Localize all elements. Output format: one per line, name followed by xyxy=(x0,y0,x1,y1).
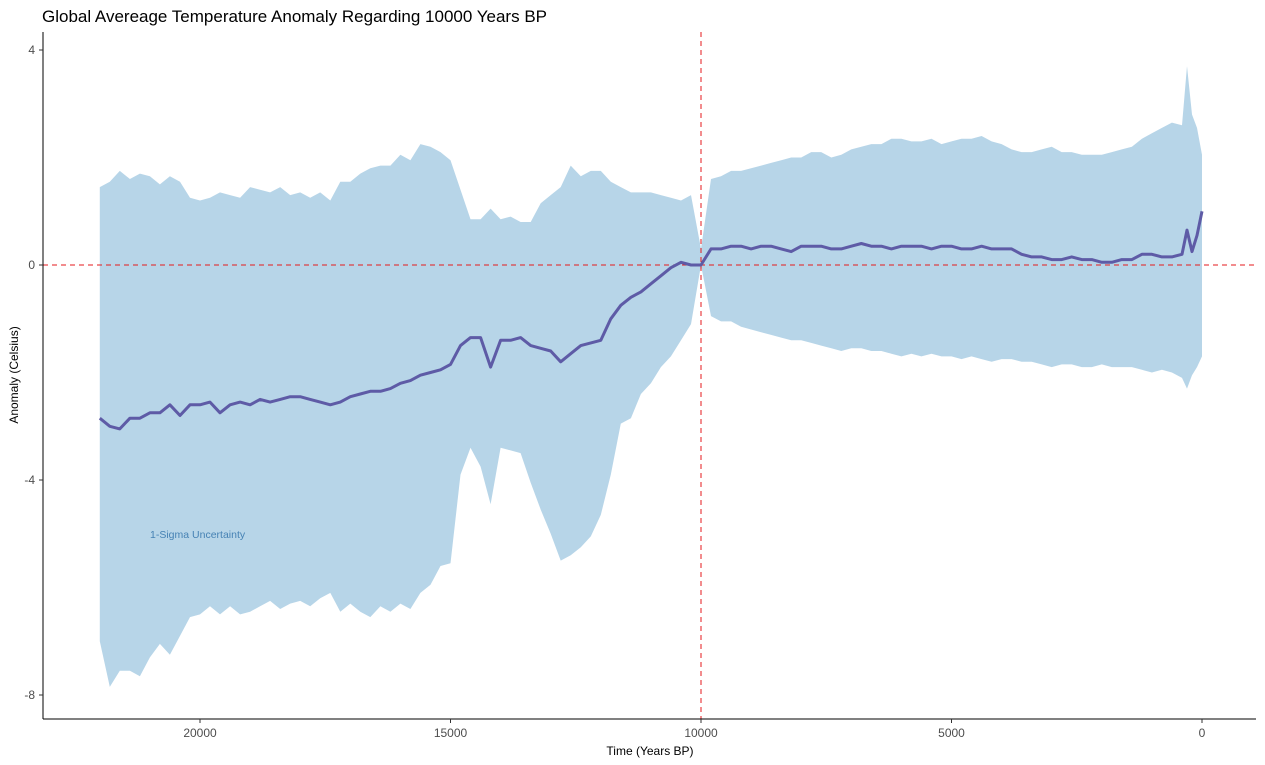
y-axis-label: Anomaly (Celsius) xyxy=(7,326,21,423)
plot-area: 1-Sigma Uncertainty xyxy=(43,32,1256,719)
anomaly-series-line xyxy=(98,210,1204,431)
uncertainty-band xyxy=(99,66,1202,687)
y-tick-label: -4 xyxy=(24,473,35,487)
x-axis-ticks: 20000 15000 10000 5000 0 xyxy=(183,719,1206,740)
y-axis-ticks: -8 -4 0 4 xyxy=(24,43,43,702)
y-tick-label: 0 xyxy=(28,258,35,272)
y-tick-label: 4 xyxy=(28,43,35,57)
band-label: 1-Sigma Uncertainty xyxy=(150,529,246,541)
x-tick-label: 10000 xyxy=(684,726,718,740)
x-tick-label: 15000 xyxy=(434,726,468,740)
x-tick-label: 5000 xyxy=(938,726,965,740)
x-axis-label: Time (Years BP) xyxy=(606,744,693,758)
x-tick-label: 20000 xyxy=(183,726,217,740)
x-tick-label: 0 xyxy=(1199,726,1206,740)
chart-title: Global Avereage Temperature Anomaly Rega… xyxy=(42,7,547,26)
y-tick-label: -8 xyxy=(24,688,35,702)
